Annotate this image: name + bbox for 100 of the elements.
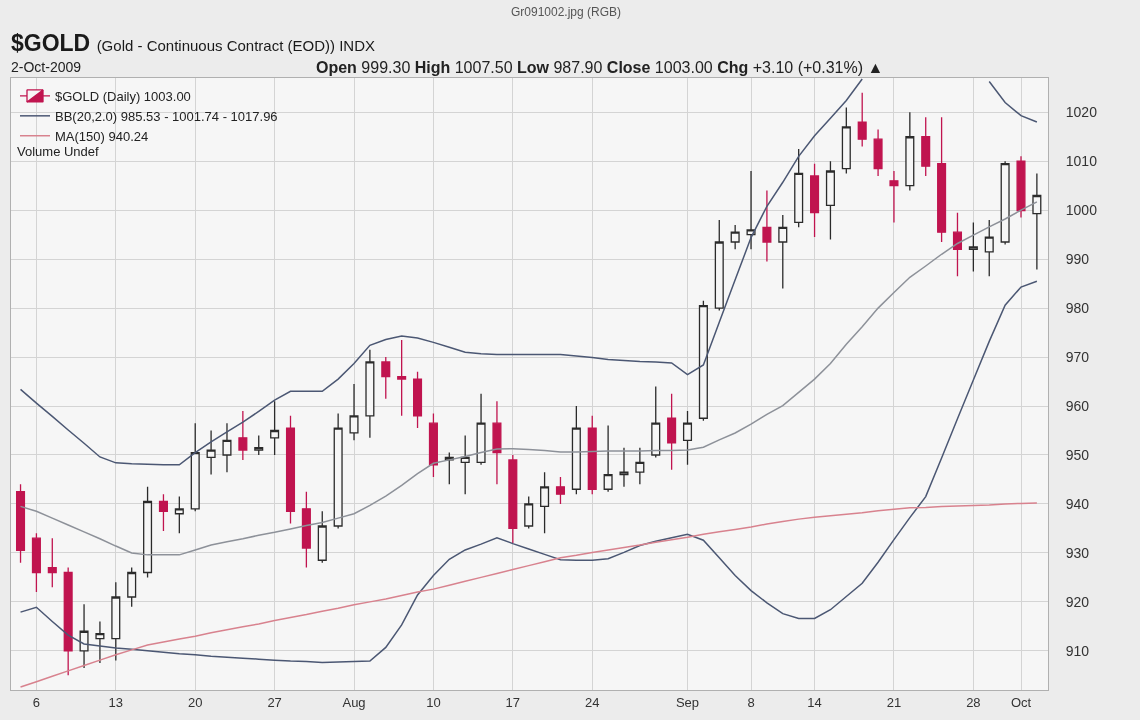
candlestick (111, 581, 121, 662)
candlestick (63, 566, 73, 676)
candlestick (127, 566, 137, 608)
candlestick (651, 385, 661, 459)
y-tick-label: 1010 (1065, 153, 1098, 170)
candlestick (365, 349, 375, 439)
candlestick (778, 214, 788, 290)
x-tick-label: 28 (966, 694, 981, 710)
x-tick-label: 21 (886, 694, 902, 710)
y-tick-label: 910 (1065, 642, 1090, 659)
candlestick (794, 148, 804, 228)
x-tick-label: Aug (342, 694, 366, 710)
candlestick (873, 128, 883, 177)
candlestick (333, 412, 343, 530)
x-tick-label: Sep (675, 694, 700, 710)
line-series (19, 502, 1038, 688)
candlestick (810, 163, 820, 238)
candlestick (1000, 160, 1010, 246)
x-tick-label: 20 (187, 694, 203, 710)
candlestick (889, 170, 899, 224)
chart-subtitle: 2-Oct-2009 (11, 59, 82, 75)
candlestick (508, 454, 518, 544)
candlestick (476, 393, 486, 466)
candlestick (1016, 155, 1026, 219)
candlestick (730, 224, 740, 251)
candlestick (47, 537, 57, 588)
candlestick (158, 493, 168, 532)
candlestick (79, 603, 89, 669)
candlestick (190, 422, 200, 512)
candlestick (206, 429, 216, 476)
candlestick (555, 476, 566, 505)
chart-title: $GOLD (Gold - Continuous Contract (EOD)) INDX (11, 30, 376, 56)
candlestick (698, 300, 708, 422)
candlestick (524, 495, 534, 530)
candlestick (825, 160, 835, 241)
candlestick (667, 393, 677, 471)
legend-label: BB(20,2.0) 985.53 - 1001.74 - 1017.96 (55, 108, 278, 124)
candlestick (921, 116, 931, 177)
candlestick (714, 219, 724, 312)
candlestick (428, 412, 438, 478)
candlestick (95, 620, 105, 664)
candlestick (635, 447, 645, 486)
candlestick (349, 383, 359, 441)
candlestick (222, 422, 232, 473)
candlestick (492, 400, 502, 486)
candlestick (952, 211, 963, 277)
candlestick (413, 371, 423, 429)
candlestick (460, 434, 470, 495)
candlestick (174, 495, 184, 534)
annotation: Volume Undef (17, 144, 100, 159)
candlestick (984, 219, 994, 277)
x-tick-label: 6 (32, 694, 41, 710)
candlestick (15, 483, 26, 564)
x-tick-label: 10 (426, 694, 441, 710)
y-tick-label: 930 (1065, 544, 1090, 561)
candlestick (841, 106, 851, 175)
x-tick-label: Oct (1010, 694, 1032, 710)
text: Open 999.30 High 1007.50 Low 987.90 Close 1003.00 Chg +3.10 (+0.31%) ▲ (316, 59, 884, 76)
candlestick (143, 486, 153, 579)
candlestick (397, 339, 407, 417)
candlestick (31, 532, 41, 593)
candlestick (968, 221, 978, 273)
candlestick (317, 510, 327, 564)
y-tick-label: 920 (1065, 593, 1090, 610)
candlestick (301, 491, 311, 569)
candlestick (682, 410, 693, 466)
x-tick-label: 8 (747, 694, 755, 710)
y-tick-label: 950 (1065, 446, 1090, 463)
text: Gr091002.jpg (RGB) (511, 5, 622, 19)
candlestick (270, 400, 280, 456)
candlestick (603, 424, 613, 493)
x-tick-label: 17 (505, 694, 521, 710)
candlestick (381, 356, 391, 400)
candlestick (746, 170, 756, 251)
line-series (19, 280, 1038, 664)
candlestick (905, 111, 915, 192)
y-tick-label: 980 (1065, 300, 1090, 317)
candlestick (571, 405, 581, 495)
candlestick (238, 410, 248, 461)
candlestick (937, 116, 947, 243)
line-series (19, 201, 1038, 556)
x-tick-label: 14 (807, 694, 822, 710)
candlestick (254, 434, 264, 456)
y-tick-label: 1020 (1065, 104, 1098, 121)
candlestick (857, 92, 867, 148)
y-tick-label: 1000 (1065, 202, 1098, 219)
legend-label: MA(150) 940.24 (55, 128, 149, 144)
y-tick-label: 960 (1065, 397, 1090, 414)
candlestick (285, 415, 296, 525)
y-tick-label: 940 (1065, 495, 1090, 512)
candlestick (1032, 172, 1042, 271)
y-tick-label: 970 (1065, 348, 1090, 365)
x-tick-label: 13 (108, 694, 124, 710)
x-tick-label: 24 (585, 694, 600, 710)
candlestick (762, 189, 772, 263)
candlestick (619, 447, 629, 488)
x-tick-label: 27 (267, 694, 282, 710)
legend-label: $GOLD (Daily) 1003.00 (55, 89, 191, 104)
y-tick-label: 990 (1065, 251, 1090, 268)
candlestick (540, 471, 550, 534)
